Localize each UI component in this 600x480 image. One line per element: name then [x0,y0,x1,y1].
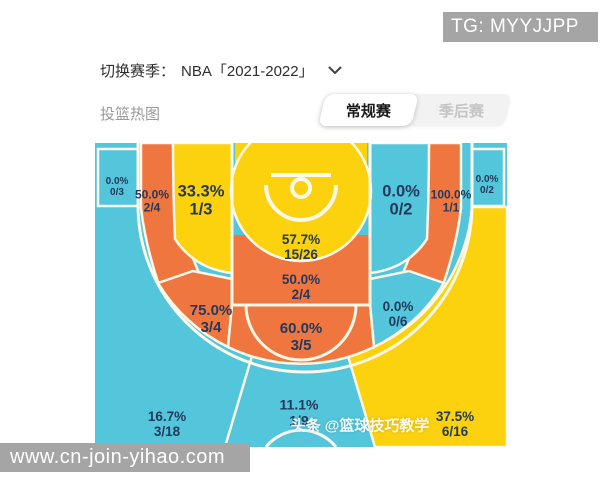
zone-right-elbow-mid [368,143,431,275]
tab-regular-season[interactable]: 常规赛 [318,94,419,126]
zone-label-left-elbow-mid: 33.3% 1/3 [177,182,225,219]
watermark-court-overlay: 头条 @篮球技巧教学 [290,417,430,435]
zone-label-top-of-arc-3: 11.1% 1/9 [279,396,319,428]
zone-label-left-corner-3: 0.0% 0/3 [105,175,129,198]
zone-label-right-corner-3: 0.0% 0/2 [475,173,499,196]
shot-chart-court [95,143,507,447]
season-value: NBA「2021-2022」 [181,63,314,80]
tab-playoffs[interactable]: 季后赛 [438,102,484,120]
zone-label-right-wing-3: 37.5% 6/16 [435,408,475,439]
zone-label-left-baseline-mid: 50.0% 2/4 [134,187,170,215]
three-point-line [136,143,474,374]
zone-free-throw [226,303,376,365]
season-selector[interactable]: 切换赛季： NBA「2021-2022」 [100,60,342,81]
paint-outline [230,143,372,307]
watermark-top-right: TG: MYYJJPP [443,12,598,42]
zone-left-elbow-mid [171,143,234,275]
zone-label-free-throw: 60.0% 3/5 [279,320,323,354]
zone-label-left-wing-3: 16.7% 3/18 [147,408,187,439]
zone-divider-left-3 [223,355,254,447]
zone-label-restricted-area: 57.7% 15/26 [281,231,321,262]
half-court-circle [264,428,338,447]
zone-label-left-wing-mid: 75.0% 3/4 [189,302,233,336]
page-title: 投篮热图 [100,106,161,123]
zone-left-corner-3 [96,147,140,208]
watermark-bottom-left: www.cn-join-yihao.com [0,443,250,472]
chevron-down-icon[interactable] [328,66,342,75]
tab-group: 常规赛 季后赛 [318,94,512,126]
court-lines [136,143,474,447]
shot-chart: 0.0% 0/3 50.0% 2/4 33.3% 1/3 57.7% 15/26 0.0… [95,143,507,447]
rim-circle [290,177,312,199]
zone-label-paint-upper: 50.0% 2/4 [281,271,321,302]
restricted-arc [264,184,338,222]
zone-label-right-elbow-mid: 0.0% 0/2 [382,182,420,219]
season-label: 切换赛季： [100,63,176,80]
zone-label-right-baseline-mid: 100.0% 1/1 [430,187,472,215]
free-throw-circle [244,304,358,362]
zone-label-right-wing-mid: 0.0% 0/6 [382,298,414,329]
